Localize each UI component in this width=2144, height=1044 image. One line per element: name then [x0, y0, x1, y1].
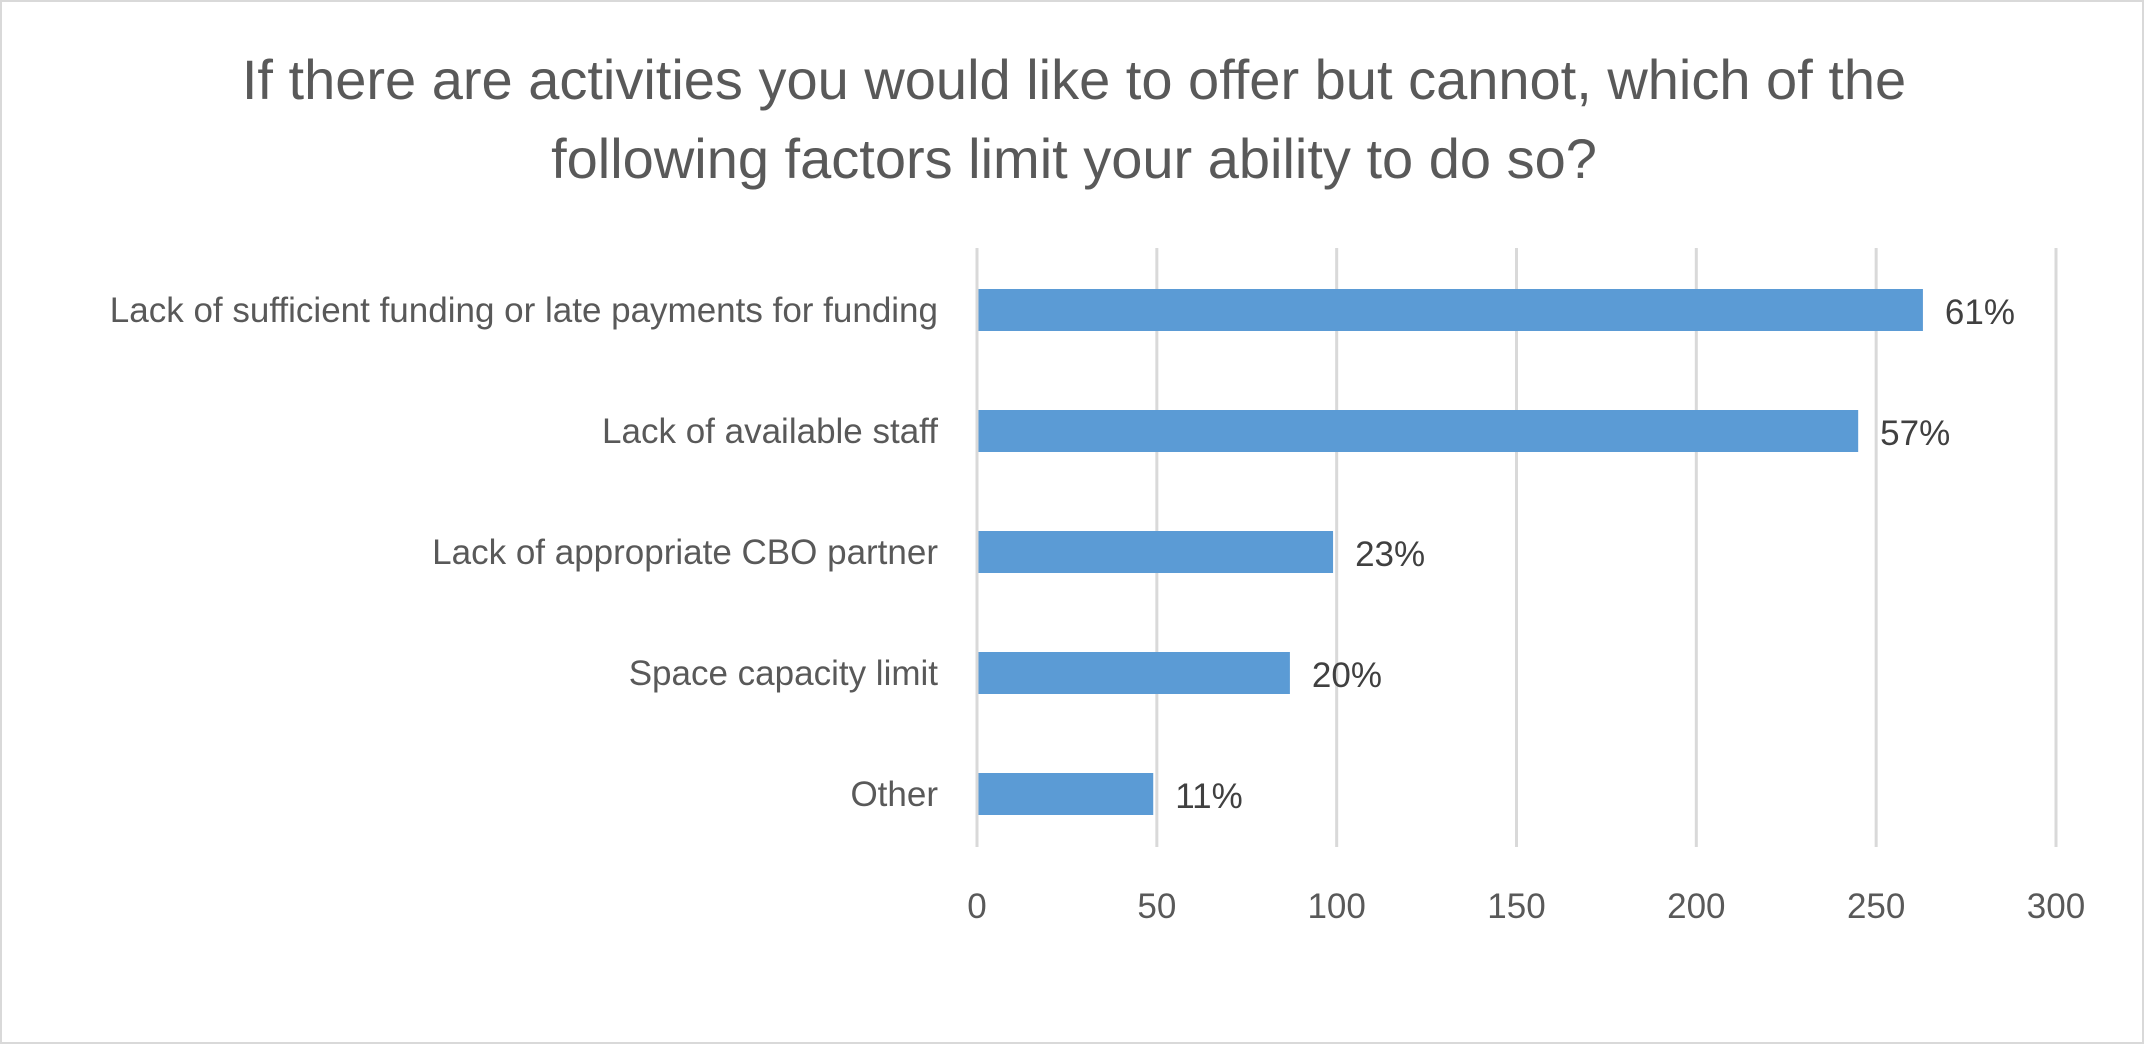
data-labels: 61% 57% 23% 20% 11% [1175, 293, 2015, 816]
bar [977, 531, 1334, 573]
category-label: Lack of sufficient funding or late payme… [110, 291, 938, 330]
gridlines [1155, 248, 2058, 847]
chart-title: If there are activities you would like t… [241, 48, 1907, 190]
category-label: Space capacity limit [629, 654, 939, 693]
x-tick-label: 50 [1137, 887, 1176, 926]
bar [977, 652, 1290, 694]
data-label: 57% [1880, 414, 1950, 453]
data-label: 61% [1945, 293, 2015, 332]
data-label: 20% [1312, 656, 1382, 695]
x-tick-label: 150 [1487, 887, 1545, 926]
x-tick-label: 0 [967, 887, 986, 926]
x-tick-label: 300 [2027, 887, 2085, 926]
bar [977, 410, 1859, 452]
x-tick-label: 200 [1667, 887, 1725, 926]
bar [977, 773, 1154, 815]
category-label: Lack of appropriate CBO partner [432, 533, 938, 572]
data-label: 11% [1175, 777, 1242, 816]
data-label: 23% [1355, 535, 1425, 574]
x-tick-label: 250 [1847, 887, 1905, 926]
x-tick-label: 100 [1307, 887, 1365, 926]
category-label: Other [850, 775, 938, 814]
bar [977, 289, 1923, 331]
category-labels: Lack of sufficient funding or late payme… [110, 291, 939, 814]
category-label: Lack of available staff [602, 412, 938, 451]
bars [977, 289, 1923, 815]
value-axis-ticks: 0 50 100 150 200 250 300 [967, 887, 2085, 926]
